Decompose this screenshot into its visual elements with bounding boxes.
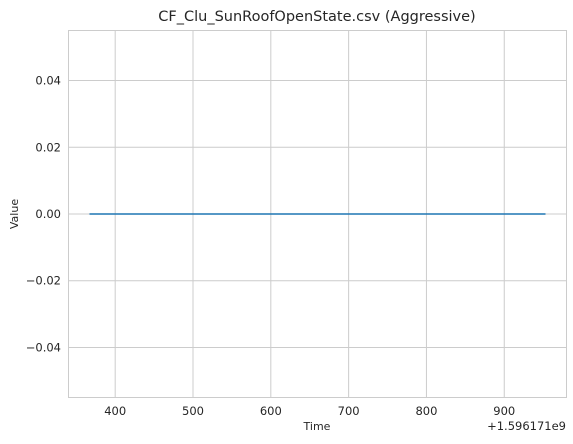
y-tick-label: 0.04 bbox=[35, 74, 61, 88]
plot-frame bbox=[68, 30, 567, 398]
x-axis-label: Time bbox=[303, 420, 331, 433]
tick-layer: 400 500 600 700 800 900 −0.04 −0.02 0.00 0.02 0.04 bbox=[26, 74, 515, 418]
x-axis-offset-label: +1.596171e9 bbox=[487, 419, 566, 433]
x-tick-label: 700 bbox=[338, 404, 360, 418]
y-axis-label: Value bbox=[8, 199, 21, 229]
x-tick-label: 600 bbox=[260, 404, 282, 418]
y-tick-label: −0.02 bbox=[26, 274, 61, 288]
y-tick-label: 0.02 bbox=[35, 140, 61, 154]
chart-title: CF_Clu_SunRoofOpenState.csv (Aggressive) bbox=[158, 9, 475, 25]
x-tick-label: 800 bbox=[415, 404, 437, 418]
x-tick-label: 500 bbox=[182, 404, 204, 418]
x-tick-label: 400 bbox=[104, 404, 126, 418]
y-tick-label: 0.00 bbox=[35, 207, 61, 221]
y-tick-label: −0.04 bbox=[26, 340, 61, 354]
x-tick-label: 900 bbox=[493, 404, 515, 418]
